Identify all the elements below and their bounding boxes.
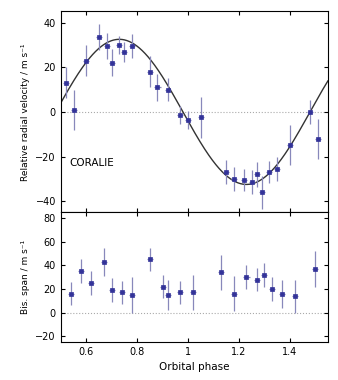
Y-axis label: Relative radial velocity / m s⁻¹: Relative radial velocity / m s⁻¹	[21, 43, 30, 180]
Text: CORALIE: CORALIE	[70, 158, 115, 168]
Y-axis label: Bis. span / m s⁻¹: Bis. span / m s⁻¹	[21, 240, 30, 314]
X-axis label: Orbital phase: Orbital phase	[159, 363, 230, 372]
